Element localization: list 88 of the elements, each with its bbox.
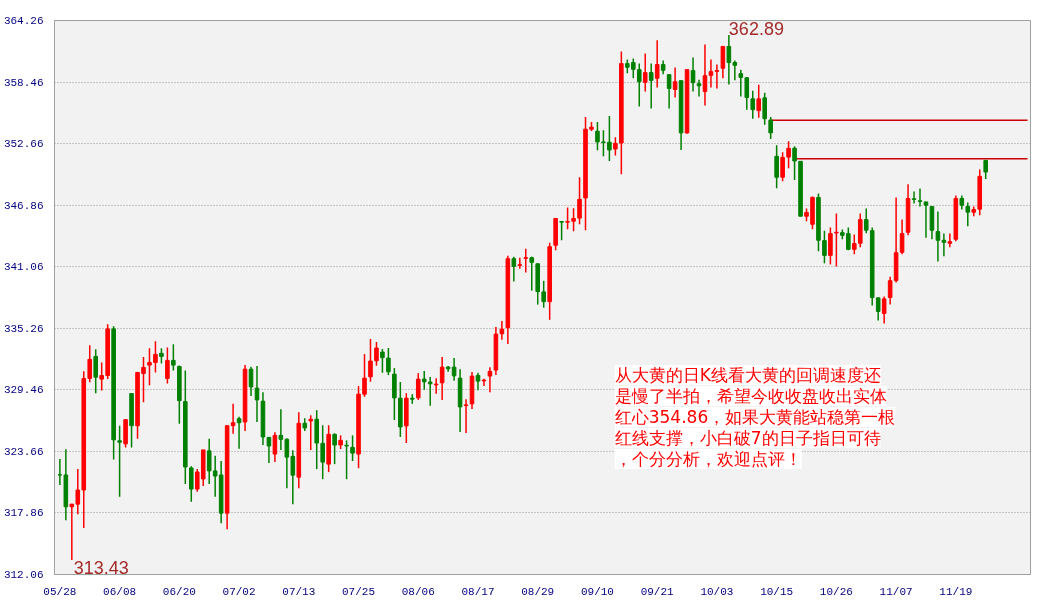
candlestick [248, 365, 254, 397]
candlestick [750, 90, 756, 120]
x-tick-label: 10/26 [819, 585, 853, 598]
candlestick [171, 343, 176, 372]
y-tick-label: 341.06 [3, 261, 44, 274]
candlestick [117, 424, 122, 498]
y-tick-label: 329.46 [3, 384, 44, 397]
candlestick [415, 372, 421, 401]
candlestick [529, 255, 535, 292]
candlestick [386, 347, 391, 376]
candlestick [911, 190, 917, 205]
candlestick [380, 348, 385, 374]
candlestick [487, 366, 493, 393]
candlestick [720, 45, 726, 80]
candlestick [236, 415, 242, 450]
candlestick [439, 356, 445, 401]
candlestick [881, 295, 887, 325]
x-tick-label: 06/08 [103, 585, 137, 598]
candlestick [559, 220, 564, 242]
candlestick [744, 76, 750, 111]
annotation: 362.89 [728, 19, 784, 40]
x-tick-label: 10/03 [700, 585, 734, 598]
candlestick [863, 207, 869, 235]
candlestick [350, 434, 355, 462]
candlestick [666, 73, 672, 110]
candlestick [463, 398, 469, 434]
x-tick-label: 07/25 [342, 585, 376, 598]
candlestick [272, 431, 278, 463]
x-tick-label: 08/06 [401, 585, 435, 598]
candlestick [308, 414, 314, 451]
candlestick [654, 39, 660, 89]
annotation: 313.43 [73, 557, 129, 578]
candlestick [696, 78, 702, 98]
candlestick [541, 280, 546, 309]
candlestick [93, 348, 99, 394]
candlestick [517, 256, 523, 270]
candlestick [481, 378, 487, 387]
candlestick [374, 341, 379, 367]
x-tick-label: 06/20 [162, 585, 196, 598]
candlestick [254, 365, 260, 423]
candlestick [332, 432, 337, 465]
candlestick [756, 83, 762, 119]
candlestick [648, 62, 654, 110]
candlestick [523, 247, 529, 274]
y-tick-label: 312.06 [3, 569, 44, 581]
candlestick [368, 338, 373, 383]
candlestick [344, 439, 349, 480]
x-tick-label: 07/13 [282, 585, 316, 598]
candlestick [672, 66, 678, 99]
candlestick [899, 218, 905, 256]
candlestick [947, 232, 953, 249]
candlestick [965, 201, 971, 228]
candlestick [433, 377, 439, 395]
x-tick-label: 07/02 [222, 585, 256, 598]
candlestick [230, 402, 236, 435]
x-tick-label: 09/10 [580, 585, 614, 598]
candlestick [188, 465, 194, 503]
candlestick [923, 201, 929, 239]
annotation: 从大黄的日K线看大黄的回调速度还是慢了半拍，希望今收收盘收出实体红心354.86，如果大黄能站稳第一根红线支撑，小白破7的日子指日可待，个分分析，欢迎点评！ [614, 365, 896, 470]
candlestick [917, 187, 923, 208]
y-tick-label: 358.46 [3, 76, 44, 89]
candlestick [708, 58, 714, 89]
candlestick [714, 63, 720, 90]
candlestick [392, 367, 397, 421]
candlestick [738, 68, 744, 98]
y-tick-label: 317.86 [3, 507, 44, 520]
candlestick [786, 140, 791, 169]
candlestick [165, 346, 170, 385]
y-tick-label: 364.26 [3, 15, 44, 27]
candlestick [762, 92, 767, 126]
candlestick [774, 144, 779, 190]
y-tick-label: 352.66 [3, 138, 44, 151]
x-tick-label: 11/19 [939, 585, 973, 598]
x-tick-label: 11/07 [879, 585, 913, 598]
candlestick [983, 159, 988, 180]
candlestick [642, 52, 648, 93]
candlestick [768, 116, 773, 140]
x-tick-label: 08/29 [521, 585, 555, 598]
x-tick-label: 05/28 [43, 585, 77, 598]
candlestick [780, 151, 785, 183]
x-tick-label: 10/15 [760, 585, 794, 598]
y-tick-label: 346.86 [3, 199, 44, 212]
x-tick-label: 09/21 [640, 585, 675, 598]
x-tick-label: 08/17 [461, 585, 495, 598]
y-tick-label: 335.26 [3, 322, 44, 335]
candlestick [511, 255, 517, 283]
y-tick-label: 323.66 [3, 445, 44, 458]
candlestick [887, 275, 893, 306]
